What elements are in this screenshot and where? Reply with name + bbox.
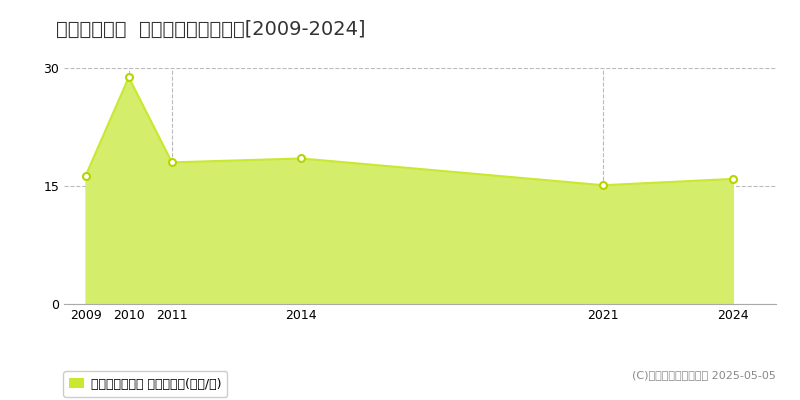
Text: (C)土地価格ドットコム 2025-05-05: (C)土地価格ドットコム 2025-05-05: [632, 370, 776, 380]
Text: 北見市三住町  マンション価格推移[2009-2024]: 北見市三住町 マンション価格推移[2009-2024]: [56, 20, 366, 39]
Legend: マンション価格 平均坪単価(万円/坪): マンション価格 平均坪単価(万円/坪): [63, 371, 227, 397]
